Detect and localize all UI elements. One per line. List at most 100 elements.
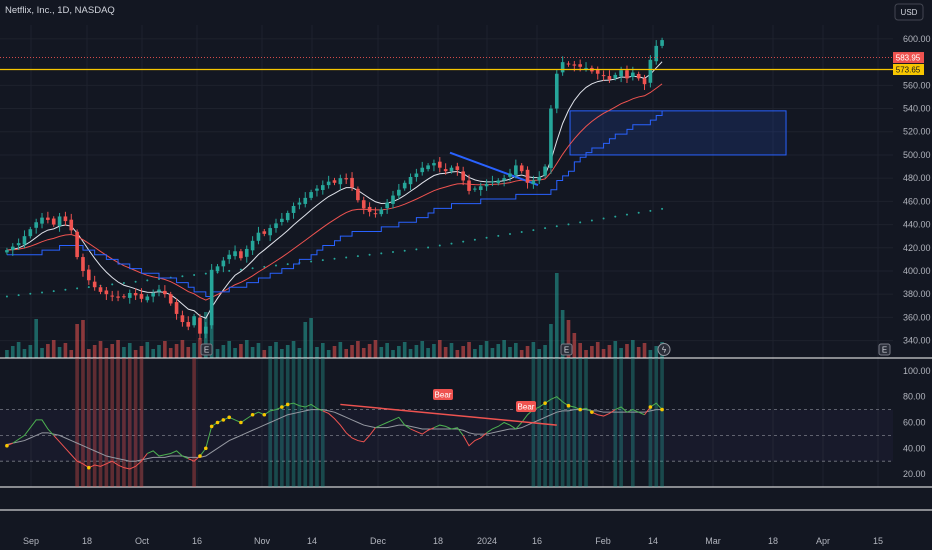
bear-signal-1[interactable]: Bear — [433, 389, 453, 400]
volume-bar — [496, 344, 501, 358]
earnings-icon-jan[interactable]: E — [560, 343, 573, 356]
rsi-line — [486, 396, 593, 434]
candle-body — [239, 251, 243, 259]
volume-bar — [22, 349, 27, 358]
sma-dot — [181, 275, 184, 278]
sma-dot — [403, 249, 406, 252]
candle-body — [408, 176, 413, 185]
volume-bar — [566, 320, 571, 358]
volume-bar — [402, 342, 407, 358]
signal-column — [81, 358, 85, 487]
candle-body — [356, 188, 360, 201]
candle-body — [455, 166, 460, 171]
x-tick-label: 18 — [768, 536, 778, 546]
volume-bar — [198, 338, 202, 358]
axes: 340.00 360.00 380.00 400.00 420.00 440.00 460.… — [23, 34, 931, 546]
signal-marker — [87, 465, 91, 470]
candle-body — [28, 229, 33, 237]
candle-body — [92, 281, 97, 288]
volume-bar — [642, 343, 647, 358]
volume-bar — [607, 345, 612, 358]
osc-tick-label: 20.00 — [903, 469, 926, 479]
volume-bar — [519, 350, 524, 358]
volume-bar — [473, 349, 477, 358]
candle-body — [467, 180, 471, 191]
sma-dot — [579, 221, 582, 224]
signal-marker — [578, 407, 582, 412]
candle-body — [508, 173, 512, 177]
currency-button[interactable]: USD — [894, 3, 924, 21]
candle-body — [379, 209, 384, 215]
signal-column — [549, 358, 553, 487]
volume-bar — [116, 340, 120, 358]
signal-marker — [262, 412, 267, 417]
bear-label-1: Bear — [435, 391, 452, 400]
candle-body — [40, 217, 44, 224]
zone-box — [569, 110, 787, 156]
rsi-line — [410, 427, 435, 435]
candle-body — [145, 296, 150, 301]
candle-body — [320, 185, 325, 190]
signal-column — [92, 358, 97, 487]
y-tick-label: 340.00 — [903, 336, 931, 346]
sma-dot — [41, 291, 44, 294]
volume-bar — [10, 346, 15, 358]
bear-signal-2[interactable]: Bear — [516, 401, 536, 412]
sma-dot — [146, 279, 149, 282]
volume-bar — [367, 344, 372, 358]
candle-body — [537, 176, 542, 181]
volume-bar — [104, 348, 109, 358]
candle-body — [262, 231, 267, 234]
signal-marker — [227, 415, 232, 420]
candle-body — [473, 188, 477, 190]
candle-body — [595, 70, 600, 74]
candle-body — [613, 74, 618, 79]
rsi-line — [199, 402, 324, 457]
candle-body — [572, 64, 577, 66]
volume-bar — [537, 349, 542, 358]
osc-tick-label: 80.00 — [903, 392, 926, 402]
volume-bar — [636, 347, 641, 358]
volume-bar — [361, 348, 366, 358]
candle-body — [601, 75, 606, 77]
signal-column — [648, 358, 653, 487]
candle-body — [151, 293, 155, 297]
signal-marker — [215, 420, 220, 425]
candle-body — [274, 223, 278, 229]
svg-text:ϟ: ϟ — [662, 346, 667, 355]
earnings-icon-oct[interactable]: E — [200, 343, 213, 356]
x-tick-label: 18 — [433, 536, 443, 546]
volume-bar — [297, 348, 302, 358]
level-price-label: 573.65 — [896, 65, 921, 74]
volume-bar — [648, 350, 653, 358]
lightning-icon[interactable]: ϟ — [657, 343, 671, 356]
volume-bar — [326, 350, 331, 358]
candle-body — [133, 293, 138, 296]
y-tick-label: 440.00 — [903, 220, 931, 230]
rsi-line — [53, 435, 148, 470]
candle-body — [139, 293, 144, 299]
candle-body — [297, 202, 302, 205]
ema-fast-line — [6, 61, 663, 319]
candle-body — [180, 315, 185, 323]
y-tick-label: 460.00 — [903, 196, 931, 206]
signal-column — [572, 358, 577, 487]
sma-dot — [625, 213, 628, 216]
sma-dot — [508, 232, 511, 235]
candle-body — [414, 173, 419, 177]
volume-bar — [443, 347, 448, 358]
candle-body — [514, 165, 518, 175]
signal-column — [133, 358, 138, 487]
candle-body — [549, 108, 553, 168]
earnings-icon-future[interactable]: E — [878, 343, 891, 356]
candle-body — [315, 188, 319, 191]
volume-bar — [584, 350, 588, 358]
sma-dot — [251, 267, 254, 270]
osc-tick-label: 40.00 — [903, 443, 926, 453]
y-tick-label: 360.00 — [903, 312, 931, 322]
x-tick-label: 16 — [192, 536, 202, 546]
y-tick-label: 540.00 — [903, 104, 931, 114]
volume-bar — [590, 346, 594, 358]
signal-marker — [250, 412, 255, 417]
candle-body — [10, 246, 15, 251]
